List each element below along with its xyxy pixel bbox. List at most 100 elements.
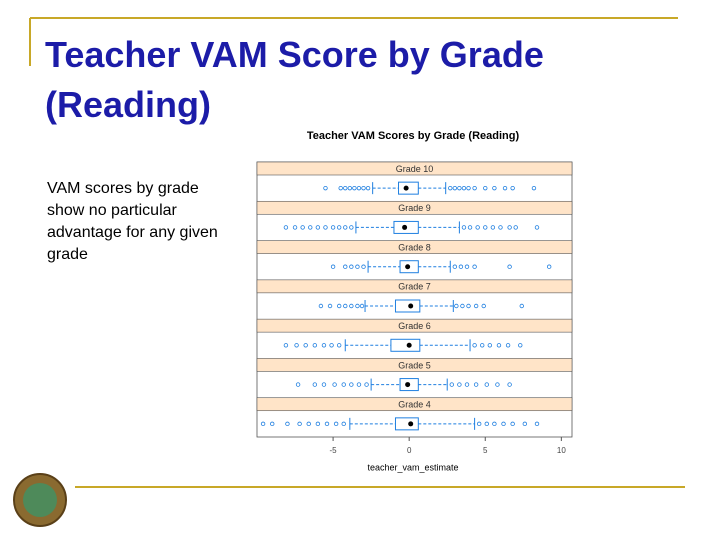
slide-title: Teacher VAM Score by Grade (Reading) (45, 34, 544, 125)
outlier (480, 343, 485, 348)
outlier (330, 225, 336, 230)
strip (256, 161, 573, 176)
outlier (464, 264, 470, 269)
strip (256, 200, 573, 215)
outlier (330, 264, 336, 269)
strip-label: Grade 5 (398, 360, 431, 370)
outlier (483, 225, 488, 230)
outlier (519, 303, 524, 309)
median (405, 382, 411, 388)
outlier (534, 225, 540, 230)
outlier (507, 225, 512, 230)
outlier (473, 382, 479, 387)
strip-label: Grade 6 (398, 321, 431, 331)
outlier (352, 185, 357, 191)
logo (23, 483, 57, 517)
outlier (510, 421, 515, 427)
outlier (295, 382, 301, 387)
outlier (336, 343, 342, 348)
outlier (347, 185, 353, 191)
outlier (490, 225, 496, 230)
outlier (283, 225, 289, 230)
x-axis-label: teacher_vam_estimate (367, 462, 458, 472)
outlier (318, 303, 324, 309)
outlier (323, 185, 328, 191)
outlier (323, 225, 328, 230)
outlier (510, 185, 515, 191)
x-tick-label: -5 (330, 446, 338, 455)
outlier (349, 382, 354, 387)
outlier (457, 185, 462, 191)
x-tick-label: 0 (407, 446, 412, 455)
median (405, 264, 411, 270)
outlier (472, 343, 477, 348)
outlier (303, 343, 308, 348)
strip-label: Grade 9 (398, 203, 431, 213)
outlier (495, 382, 500, 387)
outlier (341, 382, 346, 387)
box (399, 378, 419, 392)
strip (256, 318, 573, 333)
box (398, 181, 419, 195)
x-tick-label: 5 (483, 446, 488, 455)
strip (256, 397, 573, 412)
outlier (364, 382, 369, 387)
outlier (361, 185, 366, 191)
outlier (513, 225, 518, 230)
outlier (461, 185, 467, 191)
outlier (476, 421, 482, 427)
outlier (356, 382, 362, 387)
outlier (518, 343, 523, 348)
outlier (458, 264, 464, 269)
outlier (546, 264, 552, 269)
outlier (343, 264, 348, 269)
outlier (355, 303, 360, 309)
outlier (534, 421, 540, 427)
outlier (466, 185, 471, 191)
strip (256, 240, 573, 254)
outlier (260, 421, 266, 427)
outlier (505, 343, 511, 348)
outlier (449, 382, 454, 387)
outlier (292, 225, 298, 230)
strip (256, 358, 573, 372)
outlier (300, 225, 305, 230)
outlier (315, 421, 321, 427)
outlier (312, 382, 318, 387)
outlier (467, 225, 473, 230)
outlier (365, 185, 371, 191)
median (402, 224, 408, 230)
outlier (341, 421, 346, 427)
outlier (285, 421, 290, 427)
outlier (496, 343, 502, 348)
outlier (531, 185, 537, 191)
strip-label: Grade 10 (396, 164, 434, 174)
outlier (473, 303, 479, 309)
median (403, 185, 409, 191)
outlier (498, 225, 503, 230)
outlier (492, 185, 497, 191)
outlier (312, 343, 318, 348)
outlier (507, 264, 512, 269)
outlier (502, 185, 508, 191)
outlier (492, 421, 497, 427)
outlier (448, 185, 453, 191)
outlier (343, 303, 348, 309)
outlier (297, 421, 302, 427)
chart-title: Teacher VAM Scores by Grade (Reading) (307, 130, 520, 142)
median (408, 303, 414, 309)
outlier (324, 421, 330, 427)
outlier (329, 343, 334, 348)
outlier (315, 225, 321, 230)
strip-label: Grade 8 (398, 242, 431, 252)
box (394, 299, 421, 313)
box (399, 260, 419, 274)
outlier (349, 303, 354, 309)
outlier (454, 303, 459, 309)
strip-label: Grade 4 (398, 400, 431, 410)
outlier (343, 185, 348, 191)
outlier (343, 225, 348, 230)
outlier (321, 382, 327, 387)
